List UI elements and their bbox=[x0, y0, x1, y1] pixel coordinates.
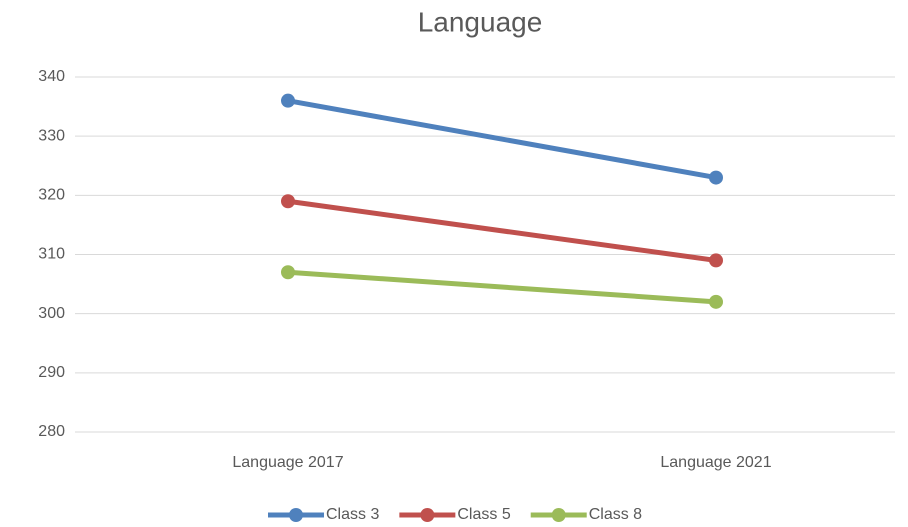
y-tick-label: 330 bbox=[38, 127, 65, 144]
y-tick-label: 310 bbox=[38, 246, 65, 263]
legend-swatch-marker bbox=[289, 508, 303, 522]
y-tick-label: 280 bbox=[38, 423, 65, 440]
series-line bbox=[285, 269, 719, 305]
point-marker bbox=[709, 170, 723, 185]
x-tick-label: Language 2017 bbox=[232, 454, 343, 471]
point-marker bbox=[281, 93, 295, 108]
y-tick-label: 340 bbox=[38, 68, 65, 85]
x-tick-label: Language 2021 bbox=[660, 454, 771, 471]
y-tick-label: 320 bbox=[38, 187, 65, 204]
point-marker bbox=[281, 265, 295, 280]
point-marker bbox=[709, 294, 723, 309]
point-marker bbox=[281, 194, 295, 209]
y-tick-label: 300 bbox=[38, 305, 65, 322]
legend-label: Class 3 bbox=[326, 506, 379, 523]
legend-label: Class 8 bbox=[589, 506, 642, 523]
y-tick-label: 290 bbox=[38, 364, 65, 381]
series-line bbox=[285, 198, 719, 263]
legend-label: Class 5 bbox=[457, 506, 510, 523]
series-line bbox=[285, 98, 719, 181]
legend-swatch-marker bbox=[420, 508, 435, 522]
point-marker bbox=[709, 253, 723, 268]
chart-title: Language bbox=[418, 6, 543, 37]
legend-swatch-marker bbox=[551, 508, 566, 522]
